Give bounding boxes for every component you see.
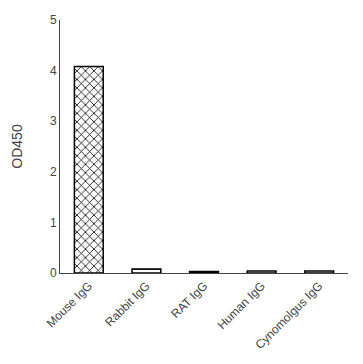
svg-text:3: 3	[50, 114, 57, 128]
svg-text:Mouse IgG: Mouse IgG	[44, 279, 95, 330]
svg-text:1: 1	[50, 216, 57, 230]
svg-text:4: 4	[50, 64, 57, 78]
svg-text:Human IgG: Human IgG	[215, 279, 268, 332]
svg-text:5: 5	[50, 13, 57, 27]
svg-text:0: 0	[50, 266, 57, 280]
svg-text:Rabbit IgG: Rabbit IgG	[102, 279, 152, 329]
svg-text:OD450: OD450	[9, 124, 25, 169]
svg-text:2: 2	[50, 165, 57, 179]
svg-text:RAT IgG: RAT IgG	[168, 279, 210, 321]
svg-text:Cynomolgus IgG: Cynomolgus IgG	[252, 279, 325, 352]
